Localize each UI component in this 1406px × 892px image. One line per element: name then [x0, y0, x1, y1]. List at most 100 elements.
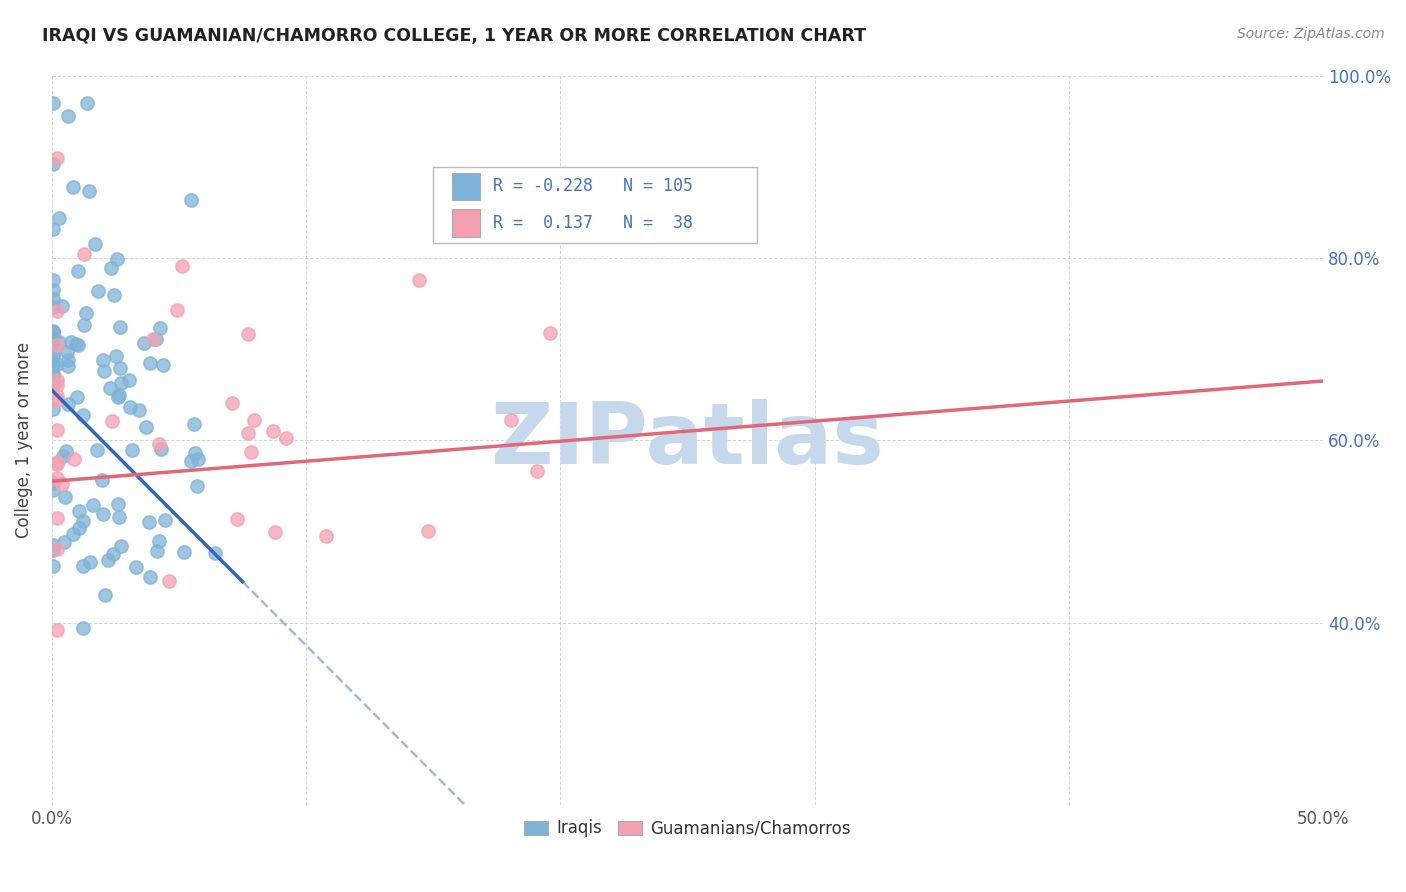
Point	[86, 442, 108, 457]
Point	[187, 451, 209, 466]
Point	[91, 507, 114, 521]
Point	[72, 408, 94, 422]
Point	[42, 284, 65, 298]
Point	[45, 389, 67, 403]
Text: Source: ZipAtlas.com: Source: ZipAtlas.com	[1237, 27, 1385, 41]
Point	[499, 412, 522, 426]
Point	[93, 352, 115, 367]
Point	[45, 623, 67, 637]
Point	[48, 334, 70, 349]
Point	[67, 521, 90, 535]
Point	[65, 337, 87, 351]
Point	[110, 360, 132, 375]
Point	[42, 293, 65, 307]
Point	[67, 337, 90, 351]
Point	[56, 345, 79, 359]
Point	[263, 525, 285, 540]
Point	[45, 357, 67, 371]
Point	[45, 454, 67, 468]
Point	[45, 373, 67, 387]
Point	[538, 326, 561, 341]
Point	[159, 574, 181, 588]
Point	[276, 431, 298, 445]
Point	[45, 423, 67, 437]
Point	[51, 300, 73, 314]
Point	[107, 390, 129, 404]
Point	[45, 304, 67, 318]
Point	[67, 504, 90, 518]
Point	[107, 497, 129, 511]
Point	[42, 358, 65, 372]
Point	[110, 376, 132, 391]
Point	[55, 443, 77, 458]
Point	[72, 621, 94, 635]
Point	[128, 403, 150, 417]
Point	[42, 325, 65, 339]
Point	[184, 446, 207, 460]
Point	[53, 490, 76, 504]
Point	[72, 558, 94, 573]
Point	[150, 442, 173, 456]
Point	[62, 180, 84, 194]
Point	[72, 514, 94, 528]
Point	[48, 211, 70, 225]
Point	[153, 513, 176, 527]
Point	[45, 457, 67, 471]
Point	[135, 419, 157, 434]
Point	[52, 450, 75, 464]
Text: R =  0.137   N =  38: R = 0.137 N = 38	[494, 214, 693, 232]
Point	[59, 335, 82, 350]
Point	[45, 378, 67, 392]
Point	[62, 451, 84, 466]
Point	[236, 327, 259, 342]
Point	[42, 558, 65, 573]
Point	[180, 193, 202, 207]
Point	[226, 511, 249, 525]
Point	[110, 539, 132, 553]
Point	[100, 260, 122, 275]
Point	[105, 349, 128, 363]
Point	[77, 185, 100, 199]
Point	[183, 417, 205, 432]
FancyBboxPatch shape	[453, 172, 481, 201]
Point	[145, 543, 167, 558]
Point	[51, 476, 73, 491]
Point	[42, 543, 65, 558]
Point	[408, 273, 430, 287]
Point	[79, 555, 101, 569]
Point	[125, 560, 148, 574]
Point	[82, 498, 104, 512]
Point	[262, 424, 284, 438]
Point	[42, 401, 65, 416]
Point	[56, 109, 79, 123]
Point	[52, 535, 75, 549]
Point	[42, 346, 65, 360]
Point	[42, 367, 65, 381]
Point	[107, 509, 129, 524]
Text: ZIPatlas: ZIPatlas	[491, 399, 884, 482]
Point	[75, 306, 97, 320]
Point	[93, 364, 115, 378]
Point	[42, 539, 65, 553]
Point	[138, 515, 160, 529]
Point	[107, 252, 129, 267]
Text: R = -0.228   N = 105: R = -0.228 N = 105	[494, 178, 693, 195]
Point	[134, 335, 156, 350]
Y-axis label: College, 1 year or more: College, 1 year or more	[15, 343, 32, 539]
Point	[148, 534, 170, 549]
Point	[148, 437, 170, 451]
Point	[42, 300, 65, 314]
Point	[45, 392, 67, 407]
Point	[173, 545, 195, 559]
Point	[172, 259, 194, 273]
Point	[93, 588, 115, 602]
Point	[240, 444, 263, 458]
Point	[87, 285, 110, 299]
Point	[121, 442, 143, 457]
Point	[72, 318, 94, 332]
Point	[42, 325, 65, 339]
Point	[98, 381, 121, 395]
Point	[42, 272, 65, 286]
Point	[42, 157, 65, 171]
Point	[97, 553, 120, 567]
